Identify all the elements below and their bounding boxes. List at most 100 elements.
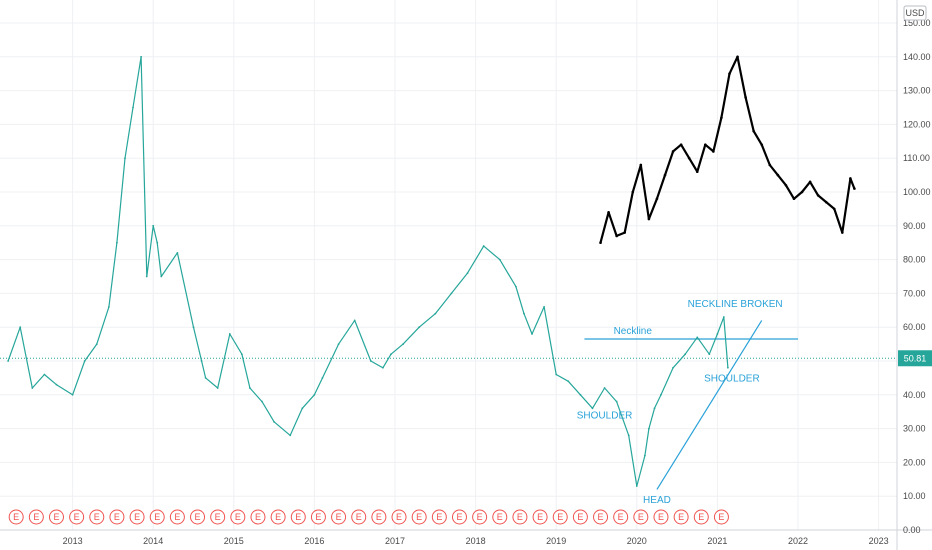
last-price-label: 50.81 — [904, 353, 927, 363]
earnings-marker[interactable] — [28, 509, 44, 525]
earnings-marker[interactable] — [331, 509, 347, 525]
data-point — [728, 72, 731, 75]
earnings-marker[interactable] — [48, 509, 64, 525]
x-tick-label: 2020 — [627, 536, 647, 546]
earnings-marker[interactable] — [149, 509, 165, 525]
earnings-marker-label: E — [416, 512, 422, 522]
earnings-marker[interactable] — [532, 509, 548, 525]
data-point — [687, 156, 691, 160]
earnings-marker[interactable] — [210, 509, 226, 525]
data-point — [800, 190, 804, 194]
earnings-marker[interactable] — [190, 509, 206, 525]
earnings-marker-label: E — [456, 512, 462, 522]
earnings-marker[interactable] — [391, 509, 407, 525]
data-point — [708, 353, 711, 356]
data-point — [635, 485, 638, 487]
data-point — [95, 343, 98, 345]
data-point — [382, 366, 384, 369]
data-point — [720, 116, 723, 119]
y-tick-label: 20.00 — [903, 457, 926, 467]
trendline-line[interactable] — [656, 320, 763, 490]
data-point — [647, 217, 651, 221]
earnings-marker[interactable] — [310, 509, 326, 525]
data-point — [289, 434, 292, 437]
earnings-marker[interactable] — [431, 509, 447, 525]
earnings-marker-label: E — [13, 512, 19, 522]
earnings-marker[interactable] — [270, 509, 286, 525]
y-tick-label: 40.00 — [903, 390, 926, 400]
data-point — [623, 231, 627, 234]
data-point — [704, 143, 707, 146]
x-tick-label: 2022 — [788, 536, 808, 546]
data-point — [832, 207, 836, 211]
data-point — [116, 241, 118, 244]
earnings-marker[interactable] — [169, 509, 185, 525]
x-tick-label: 2013 — [63, 536, 83, 546]
earnings-marker[interactable] — [89, 509, 105, 525]
data-point — [124, 157, 126, 160]
data-point — [152, 224, 155, 227]
x-tick-label: 2021 — [707, 536, 727, 546]
data-point — [841, 231, 844, 234]
earnings-marker[interactable] — [371, 509, 387, 525]
data-point — [716, 333, 719, 335]
earnings-marker-label: E — [53, 512, 59, 522]
earnings-marker[interactable] — [8, 509, 24, 525]
earnings-marker-label: E — [336, 512, 342, 522]
earnings-marker[interactable] — [653, 509, 669, 525]
data-point — [145, 275, 148, 278]
x-tick-label: 2017 — [385, 536, 405, 546]
annotation-label: HEAD — [643, 495, 671, 506]
x-tick-label: 2015 — [224, 536, 244, 546]
earnings-marker[interactable] — [693, 509, 709, 525]
data-point — [498, 258, 501, 261]
earnings-marker-label: E — [215, 512, 221, 522]
earnings-marker[interactable] — [552, 509, 568, 525]
data-point — [176, 251, 179, 254]
data-point — [736, 55, 739, 59]
data-point — [107, 306, 110, 308]
earnings-marker[interactable] — [69, 509, 85, 525]
data-point — [390, 353, 392, 356]
earnings-marker[interactable] — [351, 509, 367, 525]
earnings-marker[interactable] — [129, 509, 145, 525]
y-tick-label: 130.00 — [903, 86, 931, 96]
data-point — [647, 427, 650, 430]
earnings-marker[interactable] — [613, 509, 629, 525]
earnings-marker[interactable] — [451, 509, 467, 525]
data-point — [31, 387, 34, 389]
earnings-marker[interactable] — [593, 509, 609, 525]
earnings-marker[interactable] — [411, 509, 427, 525]
earnings-marker[interactable] — [230, 509, 246, 525]
data-point — [671, 150, 675, 153]
earnings-marker-label: E — [557, 512, 563, 522]
earnings-marker[interactable] — [250, 509, 266, 525]
data-point — [627, 434, 630, 437]
data-point — [466, 272, 469, 275]
data-point — [615, 400, 618, 403]
earnings-marker[interactable] — [109, 509, 125, 525]
earnings-marker[interactable] — [633, 509, 649, 525]
currency-box[interactable] — [903, 5, 927, 21]
earnings-marker[interactable] — [572, 509, 588, 525]
earnings-marker[interactable] — [512, 509, 528, 525]
data-point — [849, 177, 852, 180]
earnings-marker-label: E — [598, 512, 604, 522]
earnings-marker-label: E — [134, 512, 140, 522]
earnings-marker[interactable] — [290, 509, 306, 525]
data-point — [83, 360, 86, 362]
earnings-marker[interactable] — [713, 509, 729, 525]
earnings-marker[interactable] — [472, 509, 488, 525]
series-line-1[interactable] — [599, 55, 856, 243]
earnings-marker[interactable] — [492, 509, 508, 525]
data-point — [768, 163, 772, 167]
data-point — [43, 373, 46, 376]
earnings-marker-label: E — [255, 512, 261, 522]
data-point — [660, 393, 662, 396]
earnings-marker[interactable] — [673, 509, 689, 525]
data-point — [744, 96, 747, 99]
y-tick-label: 10.00 — [903, 491, 926, 501]
series-line-0[interactable] — [7, 56, 729, 487]
